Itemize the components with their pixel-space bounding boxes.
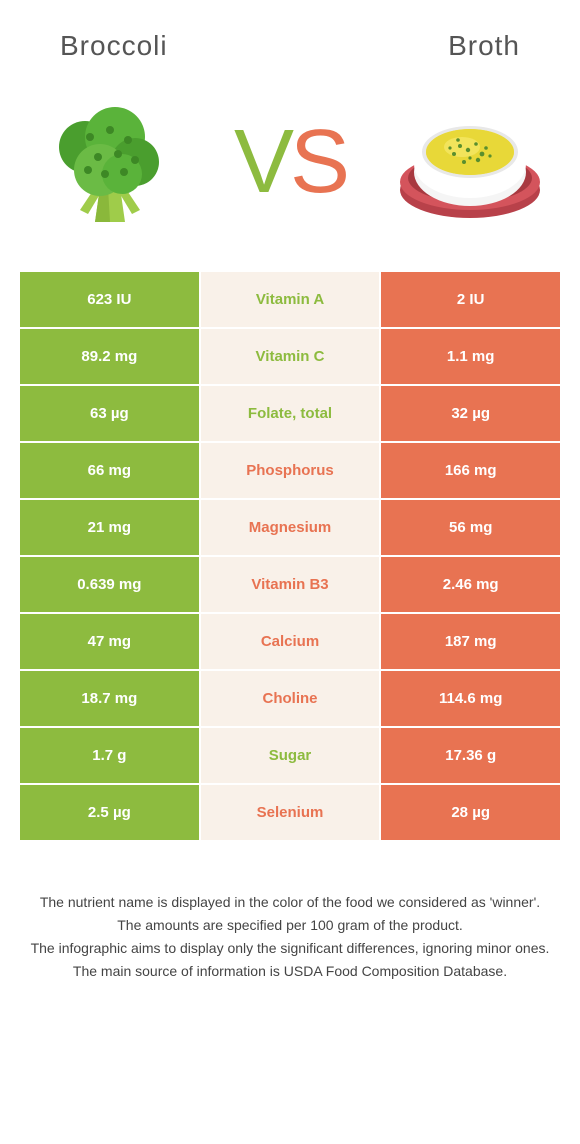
left-food-title: Broccoli [60,30,168,62]
left-value: 66 mg [20,443,201,498]
nutrient-name: Calcium [201,614,382,669]
nutrient-name: Magnesium [201,500,382,555]
left-value: 1.7 g [20,728,201,783]
nutrient-name: Choline [201,671,382,726]
right-value: 56 mg [381,500,560,555]
table-row: 66 mgPhosphorus166 mg [20,443,560,500]
nutrient-name: Vitamin B3 [201,557,382,612]
footer-line: The nutrient name is displayed in the co… [25,892,555,913]
right-value: 28 µg [381,785,560,840]
nutrient-name: Vitamin C [201,329,382,384]
right-value: 187 mg [381,614,560,669]
right-value: 32 µg [381,386,560,441]
footer-line: The infographic aims to display only the… [25,938,555,959]
right-value: 17.36 g [381,728,560,783]
table-row: 2.5 µgSelenium28 µg [20,785,560,842]
left-value: 2.5 µg [20,785,201,840]
right-value: 2.46 mg [381,557,560,612]
footer-line: The amounts are specified per 100 gram o… [25,915,555,936]
header: Broccoli Broth [0,0,580,82]
table-row: 0.639 mgVitamin B32.46 mg [20,557,560,614]
right-value: 1.1 mg [381,329,560,384]
right-value: 114.6 mg [381,671,560,726]
broccoli-icon [30,82,190,242]
images-row: VS [0,82,580,272]
table-row: 21 mgMagnesium56 mg [20,500,560,557]
right-food-title: Broth [448,30,520,62]
nutrient-name: Selenium [201,785,382,840]
vs-v-letter: V [234,112,290,212]
broth-icon [390,82,550,242]
nutrient-name: Sugar [201,728,382,783]
left-value: 623 IU [20,272,201,327]
table-row: 47 mgCalcium187 mg [20,614,560,671]
table-row: 18.7 mgCholine114.6 mg [20,671,560,728]
right-value: 2 IU [381,272,560,327]
left-value: 0.639 mg [20,557,201,612]
table-row: 63 µgFolate, total32 µg [20,386,560,443]
left-value: 89.2 mg [20,329,201,384]
nutrient-table: 623 IUVitamin A2 IU89.2 mgVitamin C1.1 m… [20,272,560,842]
nutrient-name: Folate, total [201,386,382,441]
table-row: 623 IUVitamin A2 IU [20,272,560,329]
table-row: 89.2 mgVitamin C1.1 mg [20,329,560,386]
table-row: 1.7 gSugar17.36 g [20,728,560,785]
footer-text: The nutrient name is displayed in the co… [0,842,580,1004]
footer-line: The main source of information is USDA F… [25,961,555,982]
nutrient-name: Vitamin A [201,272,382,327]
vs-text: VS [234,111,346,214]
left-value: 63 µg [20,386,201,441]
vs-s-letter: S [290,112,346,212]
right-value: 166 mg [381,443,560,498]
left-value: 21 mg [20,500,201,555]
left-value: 18.7 mg [20,671,201,726]
left-value: 47 mg [20,614,201,669]
nutrient-name: Phosphorus [201,443,382,498]
infographic-container: Broccoli Broth [0,0,580,1004]
